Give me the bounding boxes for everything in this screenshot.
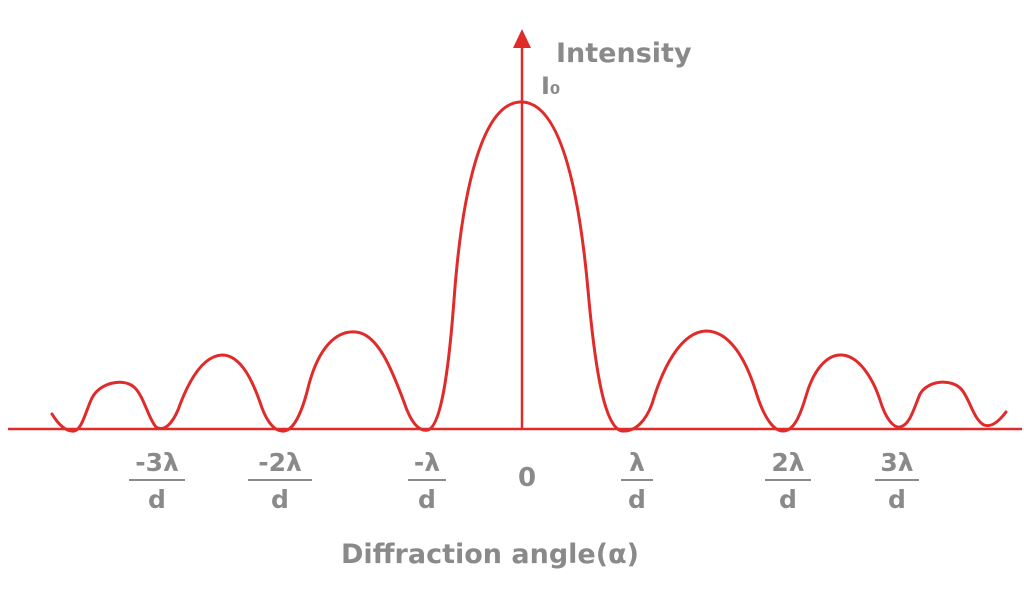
x-tick-label: -λ d: [408, 448, 446, 514]
x-tick-numerator: λ: [629, 448, 645, 477]
y-axis-arrowhead: [513, 29, 531, 48]
intensity-curve: [50, 100, 1008, 433]
x-tick-denominator: d: [418, 485, 436, 514]
x-tick-numerator: 2λ: [771, 448, 804, 477]
x-tick-label: -3λ d: [129, 448, 185, 514]
x-tick-label: 3λ d: [875, 448, 919, 514]
x-tick-label: -2λ d: [248, 448, 312, 514]
y-axis-title: Intensity: [556, 38, 692, 69]
x-tick-denominator: d: [148, 485, 166, 514]
x-tick-denominator: d: [779, 485, 797, 514]
peak-intensity-label: I₀: [541, 72, 560, 100]
x-axis-title: Diffraction angle(α): [341, 539, 639, 570]
x-tick-denominator: d: [628, 485, 646, 514]
x-tick-label: λd: [621, 448, 653, 514]
origin-label: 0: [518, 463, 536, 493]
x-tick-denominator: d: [271, 485, 289, 514]
x-tick-numerator: 3λ: [880, 448, 913, 477]
x-tick-numerator: -3λ: [135, 448, 179, 477]
x-tick-label: 2λ d: [765, 448, 811, 514]
x-tick-numerator: -λ: [414, 448, 440, 477]
x-tick-numerator: -2λ: [258, 448, 302, 477]
x-tick-denominator: d: [888, 485, 906, 514]
